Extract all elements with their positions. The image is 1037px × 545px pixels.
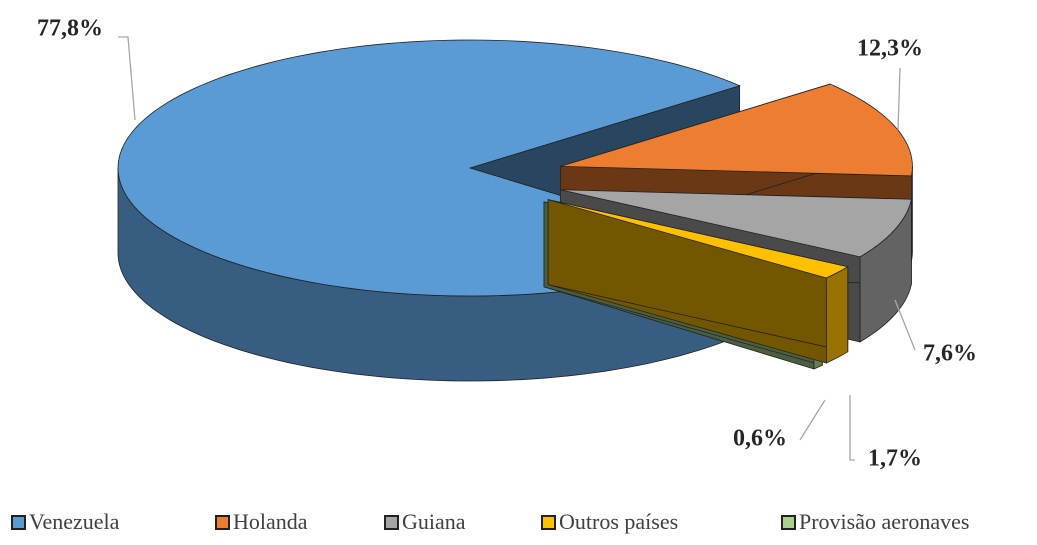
value-label: 1,7%: [868, 446, 922, 472]
legend-label: Outros países: [559, 509, 678, 534]
value-label: 77,8%: [37, 16, 103, 42]
legend-swatch: [11, 515, 26, 530]
slice: [560, 189, 912, 258]
value-label: 12,3%: [857, 36, 923, 62]
legend-swatch: [781, 515, 796, 530]
legend-label: Holanda: [233, 509, 308, 534]
legend-label: Provisão aeronaves: [799, 509, 969, 534]
legend-swatch: [384, 515, 399, 530]
slice-group: [547, 199, 849, 364]
value-label: 0,6%: [733, 426, 787, 452]
legend-swatch: [541, 515, 556, 530]
leader-line: [894, 299, 916, 351]
slice-side: [825, 266, 849, 364]
slice: [547, 199, 849, 279]
legend-label: Venezuela: [29, 509, 120, 534]
legend-swatch: [215, 515, 230, 530]
leader-line: [118, 36, 136, 121]
legend-label: Guiana: [402, 509, 466, 534]
slice: [560, 83, 913, 177]
value-label: 7,6%: [923, 341, 977, 367]
leader-line: [799, 399, 826, 441]
leader-line: [849, 395, 855, 461]
leader-line: [897, 67, 901, 131]
